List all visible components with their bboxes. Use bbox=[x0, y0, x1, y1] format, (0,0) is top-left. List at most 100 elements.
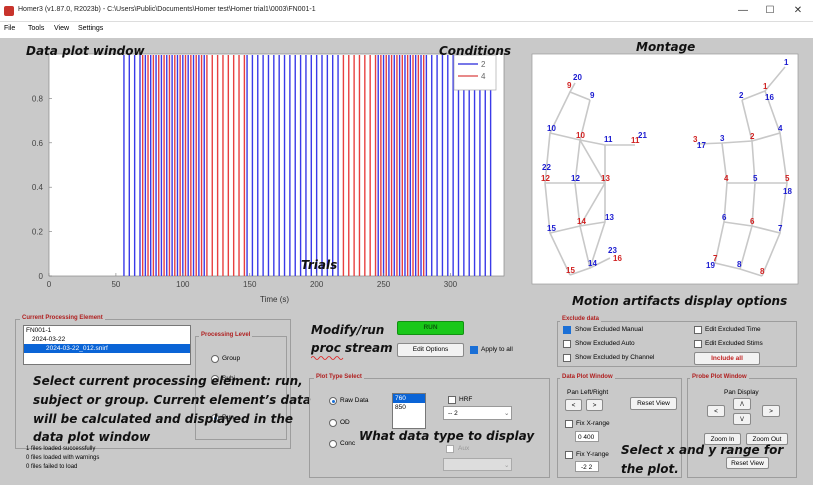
montage-optode-label[interactable]: 21 bbox=[638, 131, 647, 140]
radio-conc[interactable] bbox=[329, 440, 337, 448]
include-all-button[interactable]: Include all bbox=[694, 352, 760, 365]
menu-tools[interactable]: Tools bbox=[28, 25, 45, 32]
zoom-in-button[interactable]: Zoom In bbox=[704, 433, 741, 445]
close-button[interactable]: ✕ bbox=[793, 5, 803, 16]
legend-box bbox=[453, 54, 497, 91]
y-range-input[interactable]: -2 2 bbox=[575, 461, 599, 472]
radio-od[interactable] bbox=[329, 419, 337, 427]
montage-optode-label[interactable]: 15 bbox=[566, 266, 575, 275]
list-item-fn001[interactable]: FN001-1 bbox=[26, 327, 52, 334]
menu-settings[interactable]: Settings bbox=[78, 25, 104, 32]
zoom-out-button[interactable]: Zoom Out bbox=[746, 433, 788, 445]
hrf-checkbox[interactable] bbox=[448, 396, 456, 404]
probe-reset-view-button[interactable]: Reset View bbox=[726, 457, 769, 469]
montage-optode-label[interactable]: 12 bbox=[571, 174, 580, 183]
y-tick-label: 0.2 bbox=[32, 228, 44, 237]
maximize-button[interactable]: ☐ bbox=[765, 5, 775, 16]
montage-optode-label[interactable]: 4 bbox=[724, 174, 729, 183]
montage-optode-label[interactable]: 1 bbox=[784, 58, 789, 67]
montage-optode-label[interactable]: 11 bbox=[631, 136, 640, 145]
condition-dropdown[interactable]: -- 2 ⌄ bbox=[443, 406, 512, 420]
aux-checkbox[interactable] bbox=[446, 445, 454, 453]
montage-optode-label[interactable]: 5 bbox=[785, 174, 790, 183]
menu-file[interactable]: File bbox=[4, 25, 16, 32]
montage-optode-label[interactable]: 9 bbox=[567, 81, 572, 90]
edit-excluded-stims-checkbox[interactable] bbox=[694, 340, 702, 348]
label-group: Group bbox=[222, 355, 241, 362]
apply-to-all-checkbox[interactable] bbox=[470, 346, 478, 354]
annotation-data-type: What data type to display bbox=[359, 429, 535, 443]
montage-optode-label[interactable]: 19 bbox=[706, 261, 715, 270]
plot-type-panel bbox=[309, 378, 550, 478]
edit-excluded-time-checkbox[interactable] bbox=[694, 326, 702, 334]
montage-optode-label[interactable]: 8 bbox=[737, 260, 742, 269]
wavelength-listbox[interactable]: 760 850 bbox=[392, 393, 426, 429]
data-plot-window-panel bbox=[557, 378, 682, 478]
montage-optode-label[interactable]: 23 bbox=[608, 246, 617, 255]
element-listbox[interactable]: FN001-1 2024-03-22 2024-03-22_012.snirf bbox=[23, 325, 191, 365]
montage-optode-label[interactable]: 8 bbox=[760, 267, 765, 276]
montage-optode-label[interactable]: 11 bbox=[604, 135, 613, 144]
montage-optode-label[interactable]: 13 bbox=[605, 213, 614, 222]
pan-right-button[interactable]: > bbox=[586, 399, 603, 411]
wavelength-850[interactable]: 850 bbox=[395, 404, 406, 411]
wavelength-760[interactable]: 760 bbox=[393, 394, 425, 403]
montage-optode-label[interactable]: 20 bbox=[573, 73, 582, 82]
montage-optode-label[interactable]: 3 bbox=[693, 135, 698, 144]
label-conc: Conc bbox=[340, 440, 356, 447]
processing-level-title: Processing Level bbox=[199, 332, 253, 338]
montage-optode-label[interactable]: 10 bbox=[547, 124, 556, 133]
montage-optode-label[interactable]: 5 bbox=[753, 174, 758, 183]
radio-run[interactable] bbox=[211, 414, 219, 422]
montage-optode-label[interactable]: 4 bbox=[778, 124, 783, 133]
radio-raw-data[interactable] bbox=[329, 397, 337, 405]
radio-group[interactable] bbox=[211, 355, 219, 363]
probe-pan-left-button[interactable]: < bbox=[707, 405, 725, 417]
montage-optode-label[interactable]: 16 bbox=[765, 93, 774, 102]
montage-optode-label[interactable]: 15 bbox=[547, 224, 556, 233]
minimize-button[interactable]: — bbox=[738, 5, 748, 16]
montage-optode-label[interactable]: 2 bbox=[739, 91, 744, 100]
list-item-run[interactable]: 2024-03-22_012.snirf bbox=[24, 344, 190, 353]
montage-optode-label[interactable]: 3 bbox=[720, 134, 725, 143]
list-item-subject[interactable]: 2024-03-22 bbox=[32, 336, 66, 343]
data-reset-view-button[interactable]: Reset View bbox=[630, 397, 677, 410]
menu-view[interactable]: View bbox=[54, 25, 70, 32]
montage-optode-label[interactable]: 12 bbox=[541, 174, 550, 183]
montage-optode-label[interactable]: 22 bbox=[542, 163, 551, 172]
montage-optode-label[interactable]: 14 bbox=[577, 217, 586, 226]
x-tick-label: 150 bbox=[243, 280, 257, 289]
x-range-input[interactable]: 0 400 bbox=[575, 431, 599, 442]
show-excluded-manual-checkbox[interactable] bbox=[563, 326, 571, 334]
montage-optode-label[interactable]: 6 bbox=[722, 213, 727, 222]
probe-plot-window-title: Probe Plot Window bbox=[690, 374, 749, 380]
montage-optode-label[interactable]: 6 bbox=[750, 217, 755, 226]
show-excluded-channel-checkbox[interactable] bbox=[563, 354, 571, 362]
montage-optode-label[interactable]: 7 bbox=[713, 254, 718, 263]
montage-optode-label[interactable]: 17 bbox=[697, 141, 706, 150]
montage-optode-label[interactable]: 7 bbox=[778, 224, 783, 233]
fix-y-range-checkbox[interactable] bbox=[565, 451, 573, 459]
probe-pan-right-button[interactable]: > bbox=[762, 405, 780, 417]
aux-dropdown[interactable]: ⌄ bbox=[443, 458, 512, 471]
legend-label-4: 4 bbox=[481, 72, 486, 81]
pan-up-button[interactable]: /\ bbox=[733, 398, 751, 410]
exclude-data-panel bbox=[557, 321, 797, 367]
montage-optode-label[interactable]: 18 bbox=[783, 187, 792, 196]
data-plot-svg[interactable]: 0 0.2 0.4 0.6 0.8 0 50 100 150 200 250 300 Time (s… bbox=[0, 38, 813, 308]
montage-optode-label[interactable]: 2 bbox=[750, 132, 755, 141]
pan-down-button[interactable]: \/ bbox=[733, 413, 751, 425]
edit-options-button[interactable]: Edit Options bbox=[397, 343, 464, 357]
montage-optode-label[interactable]: 1 bbox=[763, 82, 768, 91]
montage-optode-label[interactable]: 13 bbox=[601, 174, 610, 183]
pan-left-button[interactable]: < bbox=[565, 399, 582, 411]
show-excluded-auto-checkbox[interactable] bbox=[563, 340, 571, 348]
fix-x-range-checkbox[interactable] bbox=[565, 420, 573, 428]
montage-optode-label[interactable]: 16 bbox=[613, 254, 622, 263]
montage-optode-label[interactable]: 9 bbox=[590, 91, 595, 100]
run-button[interactable]: RUN bbox=[397, 321, 464, 335]
montage-optode-label[interactable]: 14 bbox=[588, 259, 597, 268]
radio-subj[interactable] bbox=[211, 375, 219, 383]
montage-optode-label[interactable]: 10 bbox=[576, 131, 585, 140]
